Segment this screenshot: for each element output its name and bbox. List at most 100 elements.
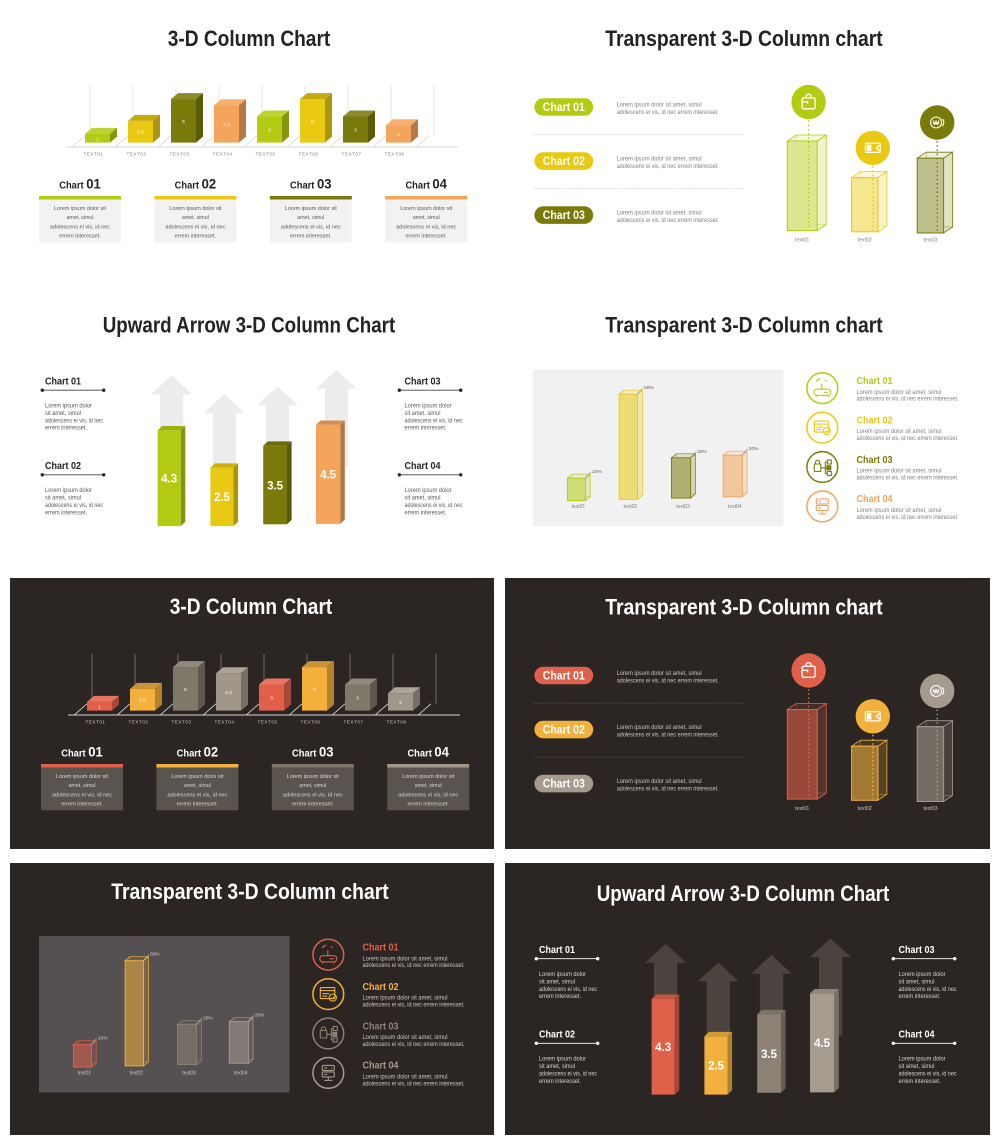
svg-text:Chart 03: Chart 03 — [857, 454, 893, 466]
svg-text:adolescens ei vis, id nec: adolescens ei vis, id nec — [405, 503, 463, 509]
svg-text:Chart 03: Chart 03 — [899, 944, 935, 956]
svg-text:20%: 20% — [697, 449, 707, 455]
svg-text:TEXT03: TEXT03 — [172, 720, 192, 725]
svg-text:Lorem ipsum dolor: Lorem ipsum dolor — [539, 972, 586, 978]
svg-text:text03: text03 — [182, 1071, 196, 1077]
svg-text:text03: text03 — [676, 504, 690, 510]
svg-text:Chart 01: Chart 01 — [857, 375, 893, 387]
svg-text:3.5: 3.5 — [761, 1049, 778, 1061]
svg-text:Chart 01: Chart 01 — [539, 944, 575, 956]
svg-text:amet, simul: amet, simul — [413, 215, 440, 221]
svg-text:sit amet, simul: sit amet, simul — [405, 411, 441, 417]
svg-text:text01: text01 — [78, 1071, 92, 1077]
svg-text:amet, simul: amet, simul — [69, 783, 96, 789]
svg-text:TEXT03: TEXT03 — [170, 152, 190, 157]
svg-text:text03: text03 — [923, 238, 937, 244]
svg-text:adolescens ei vis, id nec: adolescens ei vis, id nec — [165, 224, 225, 230]
svg-text:Chart 04: Chart 04 — [405, 460, 441, 472]
svg-text:text04: text04 — [234, 1071, 248, 1077]
svg-text:Chart 01: Chart 01 — [59, 175, 101, 191]
svg-text:errem interesset.: errem interesset. — [539, 994, 581, 1000]
svg-text:4.5: 4.5 — [814, 1038, 831, 1050]
svg-text:sit amet, simul: sit amet, simul — [405, 496, 441, 502]
svg-text:Lorem ipsum dolor sit amet, si: Lorem ipsum dolor sit amet, simul — [617, 725, 702, 731]
svg-text:adolescens ei vis, id nec: adolescens ei vis, id nec — [539, 1071, 597, 1077]
svg-text:amet, simul: amet, simul — [415, 783, 442, 789]
svg-text:adolescens ei vis, id nec erre: adolescens ei vis, id nec errem interess… — [857, 515, 959, 521]
svg-text:10%: 10% — [592, 469, 602, 475]
svg-text:adolescens ei vis, id nec erre: adolescens ei vis, id nec errem interess… — [617, 110, 719, 116]
svg-text:TEXT08: TEXT08 — [387, 720, 407, 725]
svg-text:Chart 01: Chart 01 — [61, 743, 103, 759]
svg-text:Lorem ipsum dolor sit amet, si: Lorem ipsum dolor sit amet, simul — [857, 469, 942, 475]
svg-text:5: 5 — [313, 687, 316, 693]
svg-text:amet, simul: amet, simul — [184, 783, 211, 789]
svg-text:Chart 02: Chart 02 — [45, 460, 81, 472]
svg-text:sit amet, simul: sit amet, simul — [539, 979, 575, 985]
svg-text:Chart 04: Chart 04 — [857, 493, 893, 505]
svg-text:4.3: 4.3 — [225, 690, 232, 696]
svg-text:errem interesset.: errem interesset. — [175, 234, 217, 240]
svg-text:Transparent 3-D Column chart: Transparent 3-D Column chart — [605, 26, 883, 51]
svg-text:Chart 04: Chart 04 — [363, 1060, 399, 1072]
svg-text:adolescens ei vis, id nec erre: adolescens ei vis, id nec errem interess… — [857, 475, 959, 481]
svg-text:Lorem ipsum dolor: Lorem ipsum dolor — [899, 972, 946, 978]
svg-text:Transparent 3-D Column chart: Transparent 3-D Column chart — [111, 879, 389, 904]
svg-text:TEXT01: TEXT01 — [86, 720, 106, 725]
svg-text:amet, simul: amet, simul — [299, 783, 326, 789]
svg-text:Chart 03: Chart 03 — [292, 743, 334, 759]
svg-text:errem interesset.: errem interesset. — [405, 510, 447, 516]
svg-text:4.5: 4.5 — [320, 470, 337, 482]
svg-text:errem interesset.: errem interesset. — [45, 510, 87, 516]
svg-text:Upward Arrow 3-D Column Chart: Upward Arrow 3-D Column Chart — [597, 881, 890, 906]
svg-text:5: 5 — [184, 687, 187, 693]
svg-text:2.5: 2.5 — [708, 1061, 725, 1073]
svg-text:errem interesset.: errem interesset. — [405, 426, 447, 432]
svg-text:Lorem ipsum dolor sit amet, si: Lorem ipsum dolor sit amet, simul — [363, 1035, 448, 1041]
svg-text:text01: text01 — [572, 504, 586, 510]
svg-text:Lorem ipsum dolor sit amet, si: Lorem ipsum dolor sit amet, simul — [617, 779, 702, 785]
svg-text:3: 3 — [354, 128, 357, 134]
svg-text:₩: ₩ — [933, 688, 940, 695]
svg-text:Lorem ipsum dolor sit: Lorem ipsum dolor sit — [400, 206, 452, 212]
svg-text:adolescens ei vis, id nec erre: adolescens ei vis, id nec errem interess… — [363, 1081, 465, 1087]
svg-text:sit amet, simul: sit amet, simul — [539, 1064, 575, 1070]
svg-text:Lorem ipsum dolor sit amet, si: Lorem ipsum dolor sit amet, simul — [617, 671, 702, 677]
svg-text:20%: 20% — [255, 1013, 265, 1019]
svg-text:adolescens ei vis, id nec erre: adolescens ei vis, id nec errem interess… — [617, 733, 719, 739]
svg-text:adolescens ei vis, id nec: adolescens ei vis, id nec — [539, 987, 597, 993]
svg-text:TEXT08: TEXT08 — [385, 152, 405, 157]
svg-text:amet, simul: amet, simul — [182, 215, 209, 221]
svg-text:Lorem ipsum dolor: Lorem ipsum dolor — [45, 488, 92, 494]
svg-text:Lorem ipsum dolor sit: Lorem ipsum dolor sit — [171, 774, 223, 780]
svg-text:errem interesset.: errem interesset. — [45, 426, 87, 432]
svg-text:Chart 01: Chart 01 — [363, 942, 399, 954]
svg-text:Chart 04: Chart 04 — [899, 1028, 935, 1040]
svg-text:Chart 01: Chart 01 — [45, 375, 81, 387]
svg-text:text02: text02 — [858, 806, 872, 812]
svg-text:10%: 10% — [98, 1036, 108, 1042]
svg-text:Chart 03: Chart 03 — [405, 375, 441, 387]
svg-text:TEXT04: TEXT04 — [215, 720, 235, 725]
svg-text:TEXT05: TEXT05 — [256, 152, 276, 157]
svg-text:Lorem ipsum dolor: Lorem ipsum dolor — [539, 1057, 586, 1063]
svg-text:adolescens ei vis, id nec: adolescens ei vis, id nec — [396, 224, 456, 230]
svg-text:adolescens ei vis, id nec: adolescens ei vis, id nec — [899, 987, 957, 993]
svg-text:2: 2 — [397, 132, 400, 138]
svg-text:Chart 01: Chart 01 — [543, 670, 586, 682]
svg-text:20%: 20% — [749, 446, 759, 452]
svg-text:Chart 04: Chart 04 — [405, 175, 447, 191]
svg-text:Chart 03: Chart 03 — [543, 210, 585, 222]
svg-text:TEXT05: TEXT05 — [258, 720, 278, 725]
svg-text:3: 3 — [356, 696, 359, 702]
svg-text:Chart 02: Chart 02 — [539, 1028, 575, 1040]
svg-text:errem interesset.: errem interesset. — [899, 1079, 941, 1085]
svg-text:Lorem ipsum dolor: Lorem ipsum dolor — [899, 1057, 946, 1063]
svg-text:Lorem ipsum dolor sit: Lorem ipsum dolor sit — [54, 206, 106, 212]
svg-text:Lorem ipsum dolor sit amet, si: Lorem ipsum dolor sit amet, simul — [857, 508, 942, 514]
svg-text:TEXT02: TEXT02 — [129, 720, 149, 725]
svg-text:Lorem ipsum dolor: Lorem ipsum dolor — [45, 404, 92, 410]
svg-text:3-D Column Chart: 3-D Column Chart — [170, 594, 333, 619]
svg-text:errem interesset.: errem interesset. — [59, 234, 101, 240]
svg-text:Chart 02: Chart 02 — [175, 175, 217, 191]
